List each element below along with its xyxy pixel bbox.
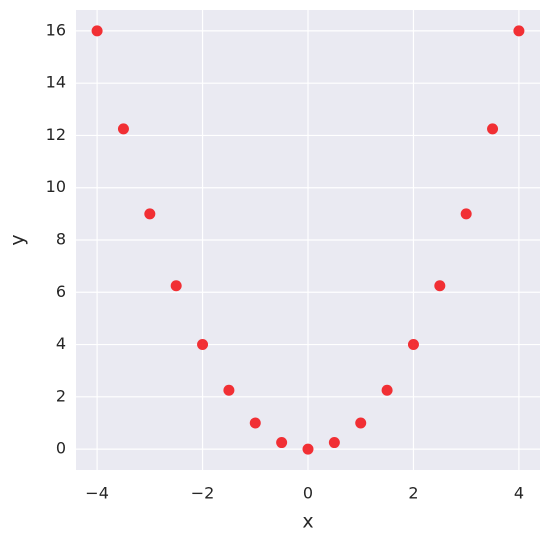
y-tick-label: 14 (46, 73, 66, 92)
point (144, 208, 156, 220)
point (381, 384, 393, 396)
point (249, 417, 261, 429)
x-tick-label: −2 (191, 484, 215, 503)
point (328, 437, 340, 449)
y-tick-label: 12 (46, 125, 66, 144)
x-tick-label: 0 (303, 484, 313, 503)
point (513, 25, 525, 37)
point (223, 384, 235, 396)
point (91, 25, 103, 37)
x-tick-label: −4 (85, 484, 109, 503)
y-tick-label: 8 (56, 230, 66, 249)
point (487, 123, 499, 135)
y-tick-label: 10 (46, 177, 66, 196)
point (117, 123, 129, 135)
point (407, 339, 419, 351)
y-tick-label: 4 (56, 334, 66, 353)
point (302, 443, 314, 455)
point (197, 339, 209, 351)
point (434, 280, 446, 292)
x-axis-label: x (302, 511, 313, 533)
y-tick-label: 6 (56, 282, 66, 301)
point (170, 280, 182, 292)
point (276, 437, 288, 449)
y-tick-label: 16 (46, 20, 66, 39)
x-tick-label: 2 (408, 484, 418, 503)
x-tick-label: 4 (514, 484, 524, 503)
point (355, 417, 367, 429)
point (460, 208, 472, 220)
y-axis-label: y (7, 234, 29, 245)
y-tick-label: 2 (56, 386, 66, 405)
y-tick-label: 0 (56, 439, 66, 458)
